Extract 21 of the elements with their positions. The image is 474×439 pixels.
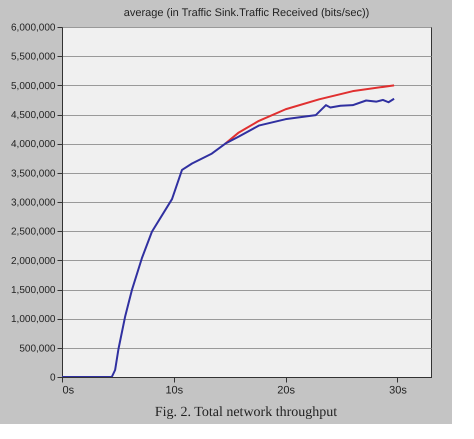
y-tick-label: 4,500,000 xyxy=(11,110,56,121)
y-tick-label: 5,500,000 xyxy=(11,52,56,63)
x-tick-label: 30s xyxy=(389,384,408,396)
x-tick-label: 20s xyxy=(277,384,296,396)
y-tick-label: 2,500,000 xyxy=(11,226,56,238)
y-tick-label: 3,000,000 xyxy=(11,198,56,208)
y-tick-label: 2,000,000 xyxy=(11,256,56,267)
line-series xyxy=(224,84,396,145)
y-tick-label: 500,000 xyxy=(19,343,56,354)
y-tick-label: 1,500,000 xyxy=(11,285,56,296)
y-tick-label: 6,000,000 xyxy=(11,22,56,34)
x-tick-label: 10s xyxy=(165,384,184,396)
x-tick-label: 0s xyxy=(62,384,75,396)
y-tick-label: 0 xyxy=(50,372,56,384)
chart-title: average (in Traffic Sink.Traffic Received (bits/sec)) xyxy=(124,7,370,19)
y-tick-label: 5,000,000 xyxy=(11,80,56,92)
y-tick-label: 1,000,000 xyxy=(11,314,56,326)
caption: Fig. 2. Total network throughput xyxy=(154,405,338,420)
line-series xyxy=(62,98,396,377)
y-tick-label: 4,000,000 xyxy=(11,139,56,150)
y-tick-label: 3,500,000 xyxy=(11,168,56,180)
